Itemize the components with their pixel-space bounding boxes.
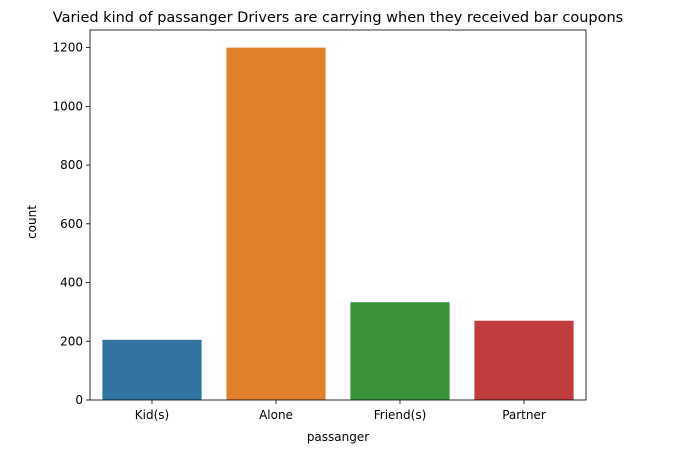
x-tick-label: Partner [502,408,546,422]
x-tick-label: Friend(s) [374,408,427,422]
bar-partner [474,320,574,400]
axes-frame [89,29,587,401]
x-tick-label: Kid(s) [135,408,169,422]
bar-alone [226,47,326,400]
x-axis-label: passanger [307,430,369,444]
bar-kid-s [102,339,202,400]
y-tick-label: 1000 [52,99,83,113]
y-tick-label: 1200 [52,41,83,55]
chart-title: Varied kind of passanger Drivers are car… [53,10,623,26]
y-tick-label: 0 [75,393,83,407]
y-tick-label: 600 [60,217,83,231]
y-tick-label: 200 [60,334,83,348]
y-tick-label: 800 [60,158,83,172]
plot-area: 0 200 400 600 800 1000 1200 Kid(s) Alone Friend(s… [52,29,587,422]
bar-friend-s [350,302,450,400]
y-tick-label: 400 [60,276,83,290]
x-tick-label: Alone [259,408,293,422]
y-axis-label: count [25,205,39,239]
